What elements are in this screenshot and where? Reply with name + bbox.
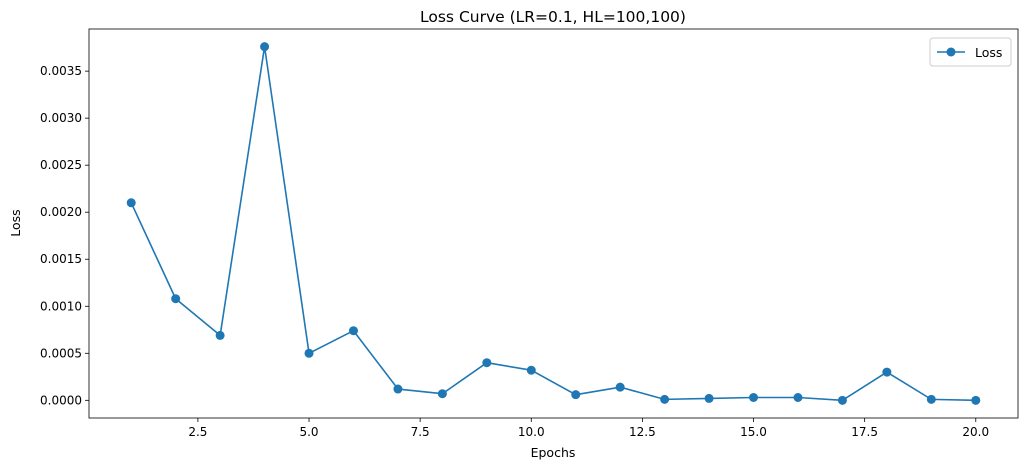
data-point (526, 365, 536, 375)
x-tick-label: 20.0 (962, 425, 989, 439)
data-point (215, 330, 225, 340)
legend-marker (946, 47, 956, 57)
x-tick-label: 10.0 (518, 425, 545, 439)
data-point (348, 326, 358, 336)
x-tick-label: 15.0 (740, 425, 767, 439)
x-tick-label: 2.5 (188, 425, 207, 439)
y-tick-label: 0.0025 (40, 158, 82, 172)
legend-box (929, 37, 1012, 67)
x-tick-label: 17.5 (851, 425, 878, 439)
x-axis-label: Epochs (531, 445, 576, 460)
series-line (130, 45, 976, 402)
data-point (882, 367, 892, 377)
data-point (926, 394, 936, 404)
y-tick-label: 0.0000 (40, 393, 82, 407)
data-point (171, 294, 181, 304)
data-point (304, 348, 314, 358)
x-axis: 2.5 5.0 7.5 10.0 12.5 15.0 17.5 20.0 (188, 418, 989, 439)
data-point (126, 198, 136, 208)
data-point (704, 393, 714, 403)
y-tick-label: 0.0015 (40, 252, 82, 266)
y-tick-label: 0.0005 (40, 346, 82, 360)
legend: Loss (929, 37, 1012, 67)
y-tick-label: 0.0035 (40, 64, 82, 78)
data-point (571, 390, 581, 400)
data-point (660, 394, 670, 404)
y-tick-label: 0.0020 (40, 205, 82, 219)
x-tick-label: 7.5 (411, 425, 430, 439)
y-tick-label: 0.0010 (40, 299, 82, 313)
data-point (437, 389, 447, 399)
data-point (260, 42, 270, 52)
x-tick-label: 5.0 (299, 425, 318, 439)
data-point (971, 395, 981, 405)
data-point (393, 384, 403, 394)
y-tick-label: 0.0030 (40, 111, 82, 125)
data-point (482, 358, 492, 368)
data-point (837, 395, 847, 405)
y-axis: 0.0000 0.0005 0.0010 0.0015 0.0020 0.0025 0.00… (40, 64, 89, 407)
legend-label: Loss (975, 45, 1002, 60)
data-point (749, 392, 759, 402)
x-tick-label: 12.5 (629, 425, 656, 439)
chart-title: Loss Curve (LR=0.1, HL=100,100) (420, 8, 686, 26)
series-layer (126, 42, 981, 405)
data-point (615, 382, 625, 392)
y-axis-label: Loss (8, 209, 23, 236)
data-point (793, 392, 803, 402)
plot-area-frame (88, 28, 1019, 419)
